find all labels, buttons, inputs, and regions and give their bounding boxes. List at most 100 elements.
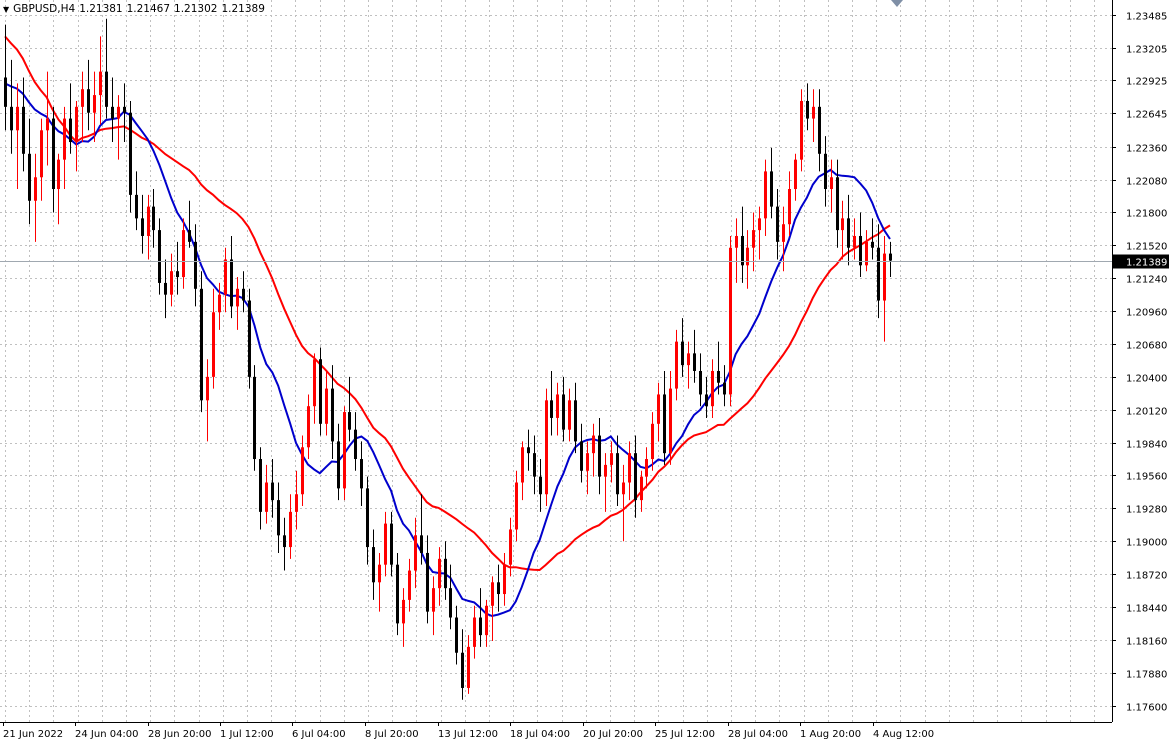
candle-body (420, 535, 423, 553)
candle-body (604, 464, 607, 477)
candle-body (634, 453, 637, 501)
candle-body (28, 153, 31, 201)
candle-body (10, 106, 13, 131)
candle-body (390, 523, 393, 565)
x-tick-label: 4 Aug 12:00 (873, 729, 934, 740)
candle-body (426, 552, 429, 612)
x-tick-label: 28 Jul 04:00 (728, 729, 788, 740)
candle-body (396, 564, 399, 624)
candle-body (865, 241, 868, 266)
candle-body (616, 453, 619, 495)
candle-body (539, 476, 542, 495)
candle-body (711, 370, 714, 407)
candle-body (497, 582, 500, 595)
candle-body (693, 353, 696, 371)
candle-body (337, 441, 340, 489)
y-tick-label: 1.20120 (1126, 407, 1167, 418)
candle-body (402, 599, 405, 624)
y-tick-label: 1.19000 (1126, 538, 1167, 549)
chart-shift-marker-icon[interactable] (891, 0, 903, 7)
candle-body (372, 547, 375, 583)
candlesticks (4, 18, 892, 700)
candle-body (438, 558, 441, 589)
candle-body (378, 564, 381, 583)
candle-body (640, 476, 643, 501)
candle-body (847, 218, 850, 248)
candle-body (592, 435, 595, 454)
candle-body (265, 482, 268, 512)
candle-body (598, 435, 601, 477)
candle-body (295, 494, 298, 512)
candle-body (343, 412, 346, 489)
y-tick-label: 1.23485 (1126, 12, 1167, 23)
candle-body (455, 617, 458, 653)
candle-body (812, 106, 815, 119)
candle-body (259, 459, 262, 512)
y-tick-label: 1.20960 (1126, 308, 1167, 319)
y-tick-label: 1.18720 (1126, 571, 1167, 582)
candle-body (408, 570, 411, 600)
candle-body (515, 482, 518, 530)
y-tick-label: 1.19560 (1126, 472, 1167, 483)
moving-average-fast (4, 82, 891, 618)
candle-body (841, 218, 844, 231)
candle-body (313, 359, 316, 407)
candle-body (669, 388, 672, 454)
candle-body (57, 159, 60, 190)
candle-body (176, 271, 179, 278)
candle-body (794, 159, 797, 190)
candle-body (550, 400, 553, 418)
y-tick-label: 1.21240 (1126, 275, 1167, 286)
candle-body (586, 453, 589, 471)
close-price: 1.21389 (221, 3, 265, 15)
candle-body (622, 482, 625, 495)
candle-body (253, 376, 256, 460)
candle-body (123, 106, 126, 113)
candle-body (242, 288, 245, 301)
candle-body (717, 370, 720, 383)
candle-body (509, 529, 512, 565)
candle-body (69, 118, 72, 143)
candle-body (651, 423, 654, 460)
candle-body (87, 89, 90, 113)
candle-body (188, 230, 191, 242)
y-tick-label: 1.17880 (1126, 670, 1167, 681)
moving-average-slow (4, 35, 891, 572)
candle-body (556, 394, 559, 418)
candle-body (354, 429, 357, 460)
candle-body (105, 71, 108, 107)
y-tick-label: 1.22080 (1126, 177, 1167, 188)
candle-body (580, 441, 583, 471)
symbol-info-bar: ▼ GBPUSD,H4 1.21381 1.21467 1.21302 1.21… (3, 2, 265, 16)
y-tick-label: 1.22360 (1126, 144, 1167, 155)
x-tick-label: 1 Jul 12:00 (220, 729, 274, 740)
y-tick-label: 1.18160 (1126, 637, 1167, 648)
candle-body (645, 459, 648, 477)
candle-body (735, 235, 738, 248)
candle-body (675, 341, 678, 389)
candle-body (562, 394, 565, 430)
candle-body (830, 177, 833, 190)
candle-body (129, 112, 132, 195)
y-tick-label: 1.23205 (1126, 45, 1167, 56)
candle-body (152, 206, 155, 231)
candle-body (503, 564, 506, 595)
dropdown-triangle-icon[interactable]: ▼ (3, 4, 10, 14)
candle-body (366, 488, 369, 548)
candle-body (289, 511, 292, 548)
candle-body (663, 394, 666, 454)
y-tick-label: 1.20680 (1126, 341, 1167, 352)
candle-body (657, 394, 660, 424)
candle-body (248, 300, 251, 377)
candle-body (545, 400, 548, 495)
candle-body (687, 353, 690, 366)
candle-body (206, 376, 209, 401)
ma-fast-line (4, 82, 891, 618)
candle-body (111, 106, 114, 119)
candle-body (788, 189, 791, 225)
candle-body (170, 271, 173, 295)
candle-body (384, 523, 387, 565)
x-tick-label: 25 Jul 12:00 (655, 729, 715, 740)
